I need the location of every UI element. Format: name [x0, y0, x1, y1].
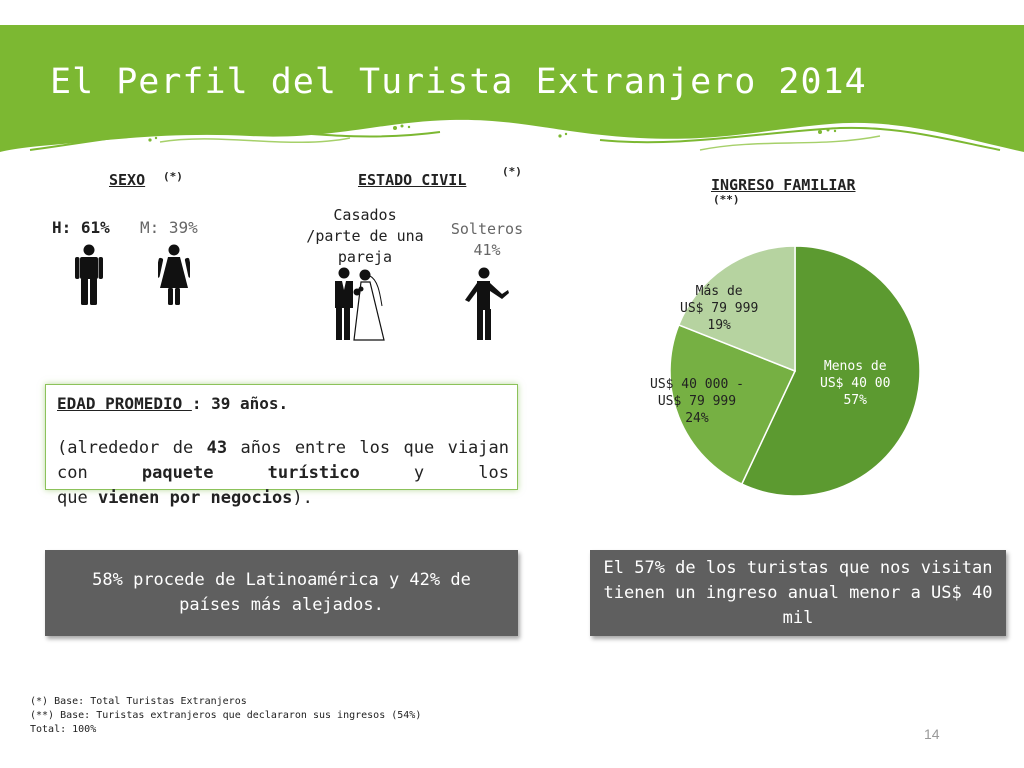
couple-icon	[335, 267, 385, 341]
page-title: El Perfil del Turista Extranjero 2014	[50, 62, 867, 102]
casados-label: Casados /parte de una pareja	[306, 206, 424, 266]
edad-title: EDAD PROMEDIO : 39 años.	[57, 394, 289, 413]
male-icon	[75, 244, 103, 305]
edad-description: (alrededor de 43 años entre los que viaj…	[57, 438, 509, 483]
pie-slice-label: Más de US$ 79 999 19%	[680, 284, 759, 333]
footnote-1: (*) Base: Total Turistas Extranjeros	[30, 696, 247, 707]
single-person-icon	[465, 267, 509, 340]
pie-slice	[669, 324, 797, 486]
pie-slice	[740, 245, 921, 497]
female-icon	[158, 244, 190, 305]
sexo-heading: SEXO	[109, 171, 146, 189]
header-banner	[0, 25, 1024, 152]
banner-swoosh	[599, 126, 1001, 151]
edad-description-end: que vienen por negocios).	[57, 488, 313, 508]
pie-slice-label: US$ 40 000 - US$ 79 999 24%	[650, 377, 744, 426]
edad-box	[45, 384, 518, 490]
sexo-mujeres: M: 39%	[140, 218, 198, 237]
estado-civil-heading: ESTADO CIVIL	[358, 171, 467, 189]
ingreso-heading: INGRESO FAMILIAR	[711, 176, 856, 194]
banner-dots	[148, 124, 837, 142]
banner-swoosh	[159, 137, 351, 144]
income-pie-chart	[669, 245, 921, 497]
solteros-label: Solteros 41%	[450, 220, 524, 259]
pie-slice-label: Menos de US$ 40 00 57%	[820, 359, 891, 408]
ingreso-marker: (**)	[713, 193, 740, 206]
footnote-2: (**) Base: Turistas extranjeros que decl…	[30, 710, 422, 721]
origen-box: 58% procede de Latinoamérica y 42% de pa…	[45, 550, 518, 636]
banner-background	[0, 25, 1024, 152]
banner-swoosh	[699, 135, 881, 151]
footnote-3: Total: 100%	[30, 724, 97, 735]
sexo-marker: (*)	[163, 170, 183, 183]
page-number: 14	[924, 726, 940, 742]
pie-slice	[677, 245, 796, 373]
sexo-hombres: H: 61%	[52, 218, 110, 237]
estado-civil-marker: (*)	[502, 165, 522, 178]
banner-swoosh	[29, 127, 441, 151]
ingreso-summary-box: El 57% de los turistas que nos visitan t…	[590, 550, 1006, 636]
